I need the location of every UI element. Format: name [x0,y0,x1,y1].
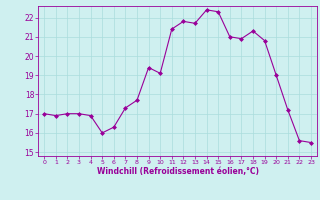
X-axis label: Windchill (Refroidissement éolien,°C): Windchill (Refroidissement éolien,°C) [97,167,259,176]
